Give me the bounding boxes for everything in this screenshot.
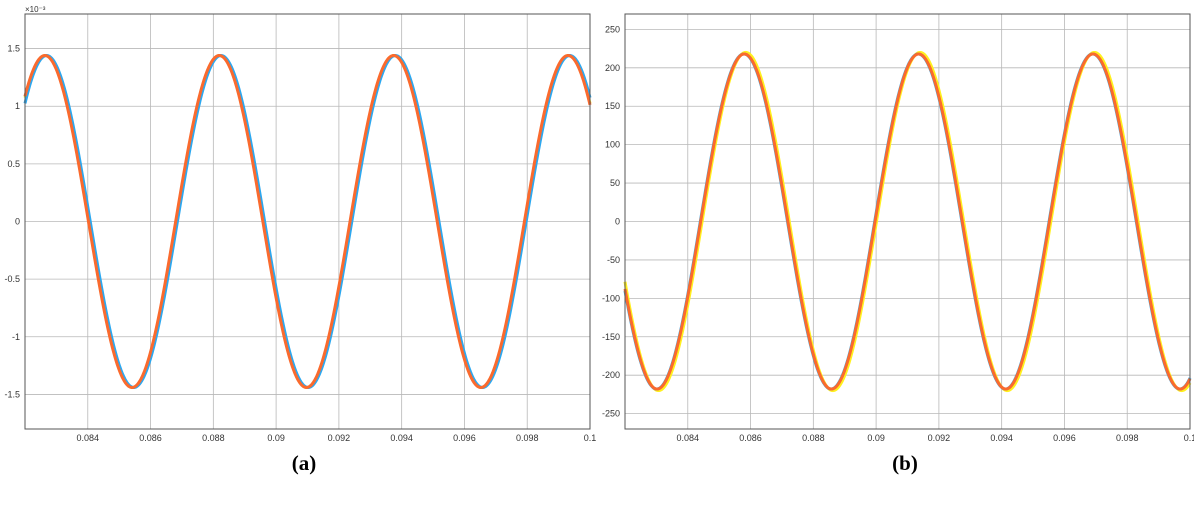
plot-b: 0.084 0.086 0.088 0.09 0.092 0.094 0.096 0.098 0… bbox=[602, 13, 1194, 443]
y-tick-label: 0 bbox=[615, 217, 620, 227]
y-tick-label: -50 bbox=[607, 255, 620, 265]
x-tick-label: 0.092 bbox=[328, 433, 351, 443]
x-tick-label: 0.1 bbox=[1184, 433, 1194, 443]
y-tick-label: 1.5 bbox=[7, 44, 20, 54]
y-tick-label: -250 bbox=[602, 409, 620, 419]
x-tick-label: 0.1 bbox=[584, 433, 597, 443]
x-tick-label: 0.098 bbox=[516, 433, 539, 443]
x-tick-label: 0.088 bbox=[202, 433, 225, 443]
y-tick-label: -1 bbox=[12, 332, 20, 342]
y-tick-label: -200 bbox=[602, 370, 620, 380]
y-tick-label: -1.5 bbox=[4, 389, 20, 399]
y-tick-label: -0.5 bbox=[4, 274, 20, 284]
axes-box-b bbox=[624, 13, 1191, 430]
x-tick-label: 0.098 bbox=[1116, 433, 1139, 443]
y-tick-label: 200 bbox=[605, 63, 620, 73]
y-tick-label: 50 bbox=[610, 178, 620, 188]
y-tick-label: 150 bbox=[605, 101, 620, 111]
axes-box-a bbox=[24, 13, 591, 430]
y-tick-label: 250 bbox=[605, 24, 620, 34]
series-line-3 bbox=[623, 52, 1192, 391]
series-line-3 bbox=[23, 54, 592, 389]
caption-b: (b) bbox=[892, 451, 918, 475]
x-tick-label: 0.09 bbox=[267, 433, 285, 443]
y-tick-label: -100 bbox=[602, 293, 620, 303]
y-exponent-label: ×10⁻³ bbox=[25, 5, 46, 14]
y-tick-label: 100 bbox=[605, 140, 620, 150]
y-tick-label: 0 bbox=[15, 217, 20, 227]
x-tick-label: 0.094 bbox=[990, 433, 1013, 443]
plot-a: 0.084 0.086 0.088 0.09 0.092 0.094 0.096 0.098 0… bbox=[4, 5, 596, 443]
x-tick-label: 0.096 bbox=[1053, 433, 1076, 443]
caption-a: (a) bbox=[292, 451, 317, 475]
x-tick-label: 0.09 bbox=[867, 433, 885, 443]
x-tick-label: 0.094 bbox=[390, 433, 413, 443]
x-tick-label: 0.086 bbox=[739, 433, 762, 443]
x-tick-label: 0.086 bbox=[139, 433, 162, 443]
x-tick-label: 0.084 bbox=[77, 433, 100, 443]
y-tick-label: 1 bbox=[15, 101, 20, 111]
y-tick-label: 0.5 bbox=[7, 159, 20, 169]
x-tick-label: 0.096 bbox=[453, 433, 476, 443]
y-tick-label: -150 bbox=[602, 332, 620, 342]
x-tick-label: 0.092 bbox=[928, 433, 951, 443]
x-tick-label: 0.084 bbox=[677, 433, 700, 443]
x-tick-label: 0.088 bbox=[802, 433, 825, 443]
